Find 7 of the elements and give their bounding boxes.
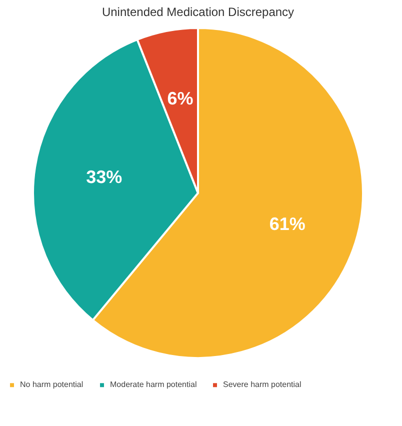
legend-label: Moderate harm potential [110,380,197,390]
legend-label: No harm potential [20,380,84,390]
data-label: 6% [167,88,194,109]
data-label: 33% [86,167,122,188]
chart-title: Unintended Medication Discrepancy [102,5,294,19]
legend-label: Severe harm potential [223,380,302,390]
data-label: 61% [269,214,306,234]
